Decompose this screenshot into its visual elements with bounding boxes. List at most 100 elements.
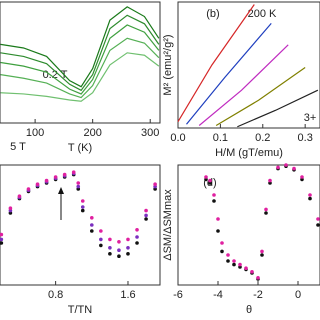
data-point bbox=[80, 208, 85, 213]
data-point bbox=[26, 187, 31, 191]
data-point bbox=[44, 178, 49, 183]
x-tick-label: 300 bbox=[141, 127, 159, 139]
data-point bbox=[226, 259, 230, 263]
data-point bbox=[308, 196, 312, 201]
data-point bbox=[216, 217, 220, 221]
x-tick-label: 0.2 bbox=[255, 132, 270, 144]
data-point bbox=[62, 172, 67, 177]
x-tick-label: 0.0 bbox=[170, 132, 185, 144]
plot-frame bbox=[177, 1, 320, 129]
data-point bbox=[232, 262, 236, 267]
data-point bbox=[71, 170, 76, 174]
data-point bbox=[316, 217, 320, 221]
annotation: 3+ bbox=[304, 112, 317, 124]
x-tick-label: -6 bbox=[173, 289, 183, 301]
data-point bbox=[99, 229, 103, 233]
y-axis-label: M² (emu²/g²) bbox=[162, 34, 174, 95]
data-point bbox=[117, 240, 121, 244]
data-point bbox=[99, 243, 103, 248]
data-point bbox=[35, 182, 40, 186]
x-axis-label: θ bbox=[246, 304, 252, 316]
data-point bbox=[135, 241, 139, 245]
data-line bbox=[0, 24, 160, 95]
data-point bbox=[117, 248, 121, 252]
x-tick-label: -2 bbox=[253, 289, 263, 301]
panel-label: (b) bbox=[206, 8, 219, 20]
data-point bbox=[135, 235, 139, 239]
data-point bbox=[0, 232, 4, 237]
data-point bbox=[108, 246, 112, 250]
data-line bbox=[0, 52, 160, 102]
data-line bbox=[0, 14, 160, 92]
x-tick-label: 0.8 bbox=[48, 289, 63, 301]
data-point bbox=[76, 181, 81, 185]
data-line bbox=[177, 4, 255, 123]
data-point bbox=[8, 206, 13, 210]
data-point bbox=[108, 237, 112, 242]
data-point bbox=[268, 178, 272, 183]
data-point bbox=[0, 237, 4, 242]
arrow-head bbox=[58, 187, 64, 194]
x-tick-label: 0.3 bbox=[298, 132, 313, 144]
data-point bbox=[144, 208, 148, 213]
data-point bbox=[232, 259, 236, 263]
data-point bbox=[76, 184, 81, 189]
data-point bbox=[108, 252, 112, 256]
data-point bbox=[284, 163, 288, 167]
data-point bbox=[316, 223, 320, 227]
data-line bbox=[186, 23, 272, 125]
annotation: 5 T bbox=[10, 141, 26, 153]
data-point bbox=[80, 199, 85, 203]
data-point bbox=[90, 216, 94, 220]
data-line bbox=[215, 67, 306, 126]
data-point bbox=[212, 193, 216, 197]
data-point bbox=[256, 276, 260, 280]
data-point bbox=[216, 229, 220, 233]
data-point bbox=[135, 228, 139, 232]
data-point bbox=[238, 262, 242, 267]
data-point bbox=[220, 241, 224, 245]
data-point bbox=[264, 207, 268, 212]
x-axis-label: H/M (gT/emu) bbox=[215, 147, 283, 159]
data-point bbox=[260, 253, 264, 257]
data-point bbox=[264, 211, 268, 215]
x-tick-label: 100 bbox=[26, 127, 44, 139]
x-tick-label: -4 bbox=[213, 289, 223, 301]
x-tick-label: 200 bbox=[83, 127, 101, 139]
x-axis-label: T (K) bbox=[68, 142, 92, 154]
data-point bbox=[153, 182, 157, 186]
data-line bbox=[0, 6, 160, 88]
x-tick-label: 0 bbox=[295, 289, 301, 301]
data-point bbox=[260, 249, 264, 254]
data-point bbox=[0, 241, 4, 245]
annotation: 200 K bbox=[248, 8, 277, 20]
plot-frame bbox=[177, 164, 320, 286]
data-point bbox=[99, 237, 103, 242]
y-axis-label: ΔSM/ΔSMmax bbox=[162, 189, 174, 261]
x-tick-label: 1.6 bbox=[120, 289, 135, 301]
data-point bbox=[308, 193, 312, 197]
data-point bbox=[292, 166, 296, 171]
data-line bbox=[237, 89, 319, 128]
data-point bbox=[244, 266, 248, 271]
plot-frame bbox=[0, 1, 161, 124]
data-point bbox=[276, 165, 280, 170]
data-point bbox=[250, 270, 254, 274]
data-point bbox=[204, 175, 208, 179]
data-point bbox=[80, 205, 85, 209]
data-point bbox=[17, 194, 22, 198]
data-point bbox=[220, 249, 224, 254]
data-line bbox=[0, 37, 160, 99]
data-point bbox=[90, 229, 94, 233]
data-point bbox=[53, 175, 58, 179]
x-axis-label: T/TN bbox=[68, 304, 92, 316]
data-line bbox=[198, 44, 289, 126]
data-point bbox=[226, 253, 230, 257]
data-point bbox=[126, 237, 130, 242]
data-point bbox=[212, 199, 216, 203]
data-point bbox=[126, 252, 130, 256]
data-point bbox=[208, 178, 212, 183]
data-point bbox=[117, 254, 121, 258]
data-point bbox=[90, 223, 94, 227]
